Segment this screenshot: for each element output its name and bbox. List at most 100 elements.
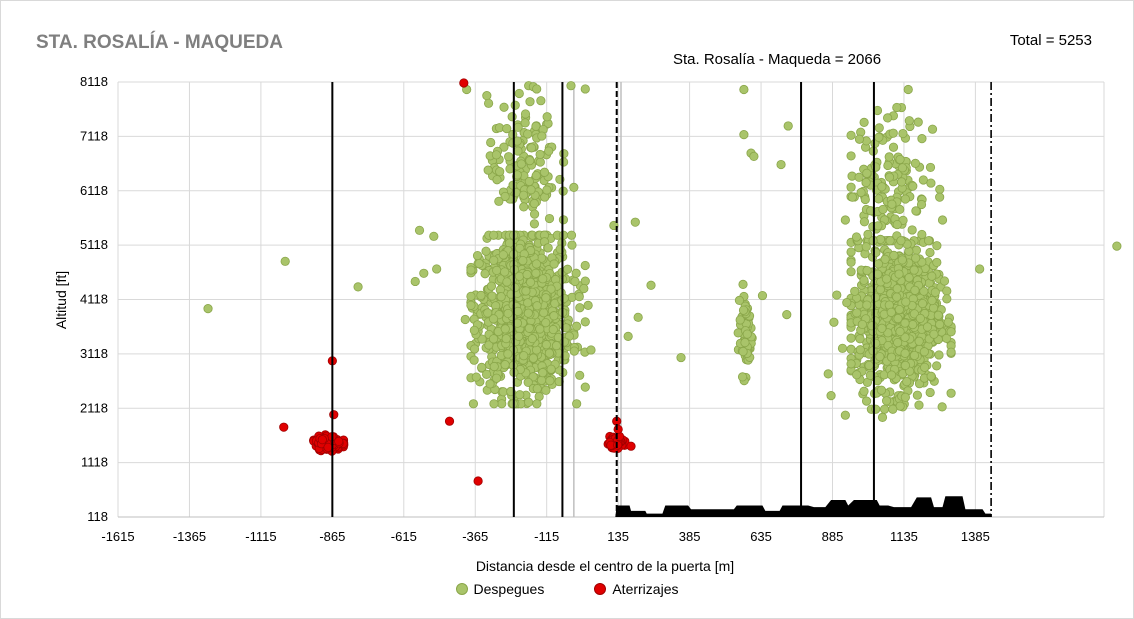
point-aterrizajes — [459, 78, 469, 88]
point-despegues — [937, 215, 948, 225]
point-despegues — [873, 221, 883, 231]
point-despegues — [877, 182, 887, 192]
point-despegues — [900, 332, 910, 342]
point-despegues — [911, 253, 921, 263]
point-despegues — [544, 146, 554, 156]
series-despegues — [203, 81, 1122, 422]
point-despegues — [541, 340, 552, 350]
y-tick-label: 3118 — [80, 346, 108, 361]
y-tick-label: 8118 — [80, 74, 108, 89]
point-despegues — [942, 294, 952, 304]
point-despegues — [874, 132, 884, 142]
point-despegues — [823, 369, 833, 379]
point-despegues — [559, 293, 569, 303]
point-aterrizajes — [626, 441, 636, 451]
point-despegues — [536, 96, 546, 106]
point-despegues — [538, 368, 548, 378]
legend-item-aterrizajes: Aterrizajes — [594, 581, 678, 597]
point-despegues — [623, 331, 633, 341]
point-despegues — [497, 399, 507, 409]
point-despegues — [926, 371, 936, 381]
point-despegues — [892, 219, 902, 230]
legend-label-despegues: Despegues — [473, 581, 545, 597]
point-despegues — [460, 314, 470, 325]
point-despegues — [911, 245, 922, 255]
point-despegues — [892, 102, 902, 113]
point-despegues — [496, 292, 506, 302]
point-despegues — [932, 257, 942, 268]
point-despegues — [529, 219, 540, 229]
point-despegues — [883, 328, 893, 338]
point-despegues — [862, 300, 872, 310]
point-despegues — [897, 177, 907, 187]
point-despegues — [861, 177, 871, 188]
point-despegues — [864, 360, 874, 371]
point-despegues — [871, 338, 881, 348]
point-despegues — [927, 271, 937, 281]
y-tick-label: 5118 — [80, 237, 108, 252]
x-tick-label: -1365 — [173, 529, 206, 544]
point-despegues — [501, 334, 511, 344]
point-despegues — [537, 131, 547, 141]
point-despegues — [871, 404, 881, 414]
point-despegues — [525, 156, 535, 166]
point-despegues — [539, 308, 549, 318]
point-despegues — [884, 172, 895, 182]
point-despegues — [917, 298, 928, 309]
point-despegues — [933, 310, 943, 320]
point-despegues — [904, 273, 914, 283]
point-despegues — [901, 297, 911, 307]
point-despegues — [879, 404, 890, 414]
point-despegues — [895, 326, 905, 337]
point-despegues — [548, 324, 558, 335]
point-despegues — [734, 295, 745, 306]
point-despegues — [738, 279, 748, 289]
point-despegues — [532, 84, 542, 94]
point-despegues — [472, 250, 483, 261]
point-despegues — [495, 167, 505, 177]
point-despegues — [884, 152, 894, 162]
point-despegues — [918, 175, 928, 185]
point-despegues — [852, 370, 862, 380]
point-despegues — [892, 292, 902, 302]
point-despegues — [852, 308, 862, 318]
point-despegues — [538, 274, 548, 284]
point-despegues — [930, 287, 940, 297]
point-despegues — [527, 334, 537, 344]
point-despegues — [633, 312, 643, 322]
point-despegues — [500, 360, 510, 370]
point-despegues — [566, 81, 576, 91]
point-despegues — [489, 255, 499, 265]
point-despegues — [886, 370, 897, 380]
point-despegues — [543, 243, 553, 253]
point-despegues — [932, 241, 942, 251]
point-despegues — [580, 260, 590, 271]
point-despegues — [353, 282, 363, 292]
point-despegues — [545, 376, 555, 386]
point-despegues — [524, 323, 534, 333]
point-despegues — [466, 291, 476, 301]
point-despegues — [519, 351, 529, 361]
point-despegues — [504, 238, 515, 248]
x-tick-label: -1115 — [245, 529, 276, 544]
point-despegues — [863, 229, 873, 240]
point-despegues — [911, 206, 921, 216]
point-despegues — [525, 277, 536, 287]
point-despegues — [466, 265, 476, 275]
point-despegues — [837, 343, 848, 353]
point-despegues — [483, 98, 494, 108]
point-despegues — [586, 345, 596, 355]
point-despegues — [846, 359, 856, 369]
legend-label-aterrizajes: Aterrizajes — [612, 581, 679, 597]
point-despegues — [893, 337, 903, 348]
point-despegues — [939, 276, 950, 286]
point-despegues — [526, 143, 537, 153]
point-aterrizajes — [279, 422, 289, 432]
point-despegues — [908, 320, 918, 330]
point-despegues — [846, 267, 856, 277]
point-despegues — [491, 373, 502, 383]
point-despegues — [738, 305, 749, 315]
point-despegues — [486, 281, 497, 291]
point-aterrizajes — [473, 476, 483, 486]
point-despegues — [485, 379, 495, 389]
